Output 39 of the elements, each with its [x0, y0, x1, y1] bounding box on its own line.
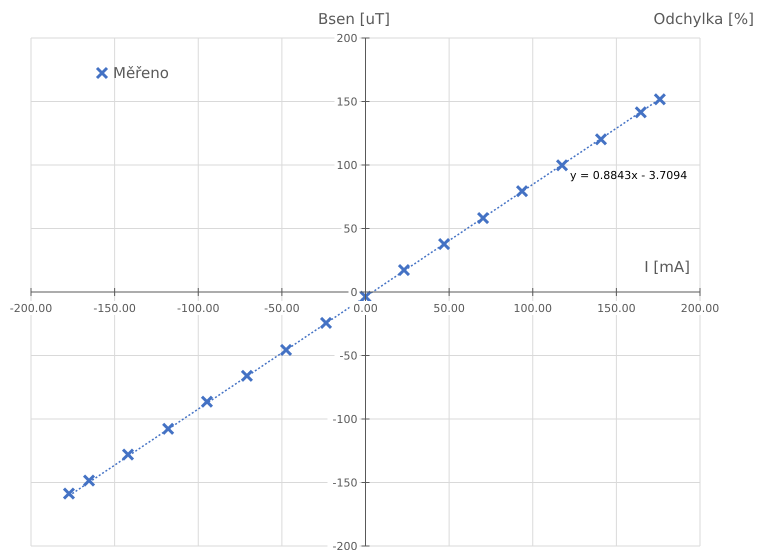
point: [653, 92, 666, 106]
point: [634, 106, 648, 119]
y-tick-label: -200: [332, 540, 358, 550]
y-tick-label: 100: [336, 159, 358, 172]
x-tick-label: 100.00: [514, 302, 552, 315]
point: [122, 448, 135, 462]
x-axis-title: I [mA]: [644, 258, 690, 276]
point: [240, 369, 254, 382]
point: [62, 487, 76, 500]
x-tick-label: -200.00: [10, 302, 52, 315]
point: [476, 212, 490, 225]
y-tick-label: 50: [344, 222, 358, 236]
point: [516, 184, 529, 198]
x-tick-label: -150.00: [93, 302, 136, 315]
point: [397, 264, 410, 277]
point: [280, 343, 293, 356]
legend-label: Měřeno: [113, 64, 169, 82]
annotation: y = 0.8843x - 3.7094: [570, 169, 688, 182]
x-tick-label: 200.00: [680, 302, 720, 315]
point: [438, 238, 451, 251]
text: Odchylka [%]: [654, 10, 754, 28]
y-tick-label: 200: [336, 32, 358, 45]
y-axis-title: Bsen [uT]: [318, 10, 390, 28]
point: [556, 158, 569, 172]
point: [200, 395, 214, 408]
x-tick-label: -100.00: [177, 302, 220, 315]
point: [82, 474, 96, 488]
x-tick-label: 0.00: [353, 302, 378, 315]
y-tick-label: -150: [332, 476, 358, 490]
y-tick-label: -100: [332, 413, 358, 426]
x-tick-label: 150.00: [597, 302, 636, 315]
x-tick-label: -50.00: [264, 302, 300, 315]
y-tick-label: -50: [340, 350, 358, 362]
y-tick-label: 150: [336, 96, 358, 108]
y-tick-label: 0: [350, 286, 358, 299]
point: [320, 316, 333, 330]
point: [594, 132, 608, 146]
x-tick-label: 50.00: [433, 302, 465, 315]
point: [162, 422, 175, 436]
